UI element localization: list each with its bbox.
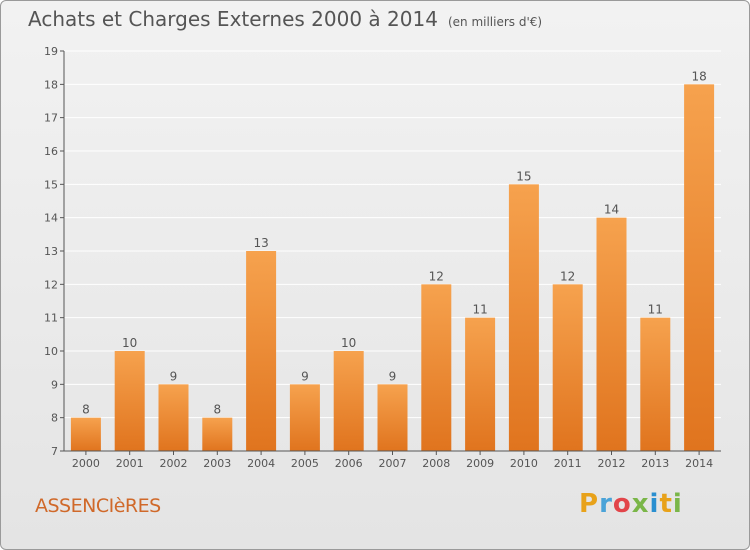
y-tick-label: 13 bbox=[44, 245, 58, 258]
data-label: 8 bbox=[82, 403, 90, 417]
x-tick-label: 2008 bbox=[422, 457, 450, 470]
title-text: Achats et Charges Externes 2000 à 2014 bbox=[28, 7, 438, 31]
y-tick-label: 16 bbox=[44, 145, 58, 158]
data-label: 12 bbox=[560, 269, 575, 283]
data-label: 9 bbox=[170, 369, 178, 383]
y-tick-label: 10 bbox=[44, 345, 58, 358]
y-tick-label: 18 bbox=[44, 78, 58, 91]
bar bbox=[508, 184, 539, 452]
proxiti-logo: Proxiti bbox=[579, 489, 683, 519]
bar bbox=[640, 317, 671, 451]
data-label: 12 bbox=[429, 269, 444, 283]
x-tick-label: 2011 bbox=[554, 457, 582, 470]
logo-letter: r bbox=[599, 489, 613, 519]
y-tick-label: 8 bbox=[51, 412, 58, 425]
logo-letter: P bbox=[579, 489, 600, 519]
logo-letter: i bbox=[672, 489, 683, 519]
x-tick-label: 2014 bbox=[685, 457, 713, 470]
axis-layer: 7 8 9 10 11 12 13 14 15 16 17 18 19 2000 2001 2002 2003 2… bbox=[44, 45, 721, 470]
y-tick-label: 12 bbox=[44, 278, 58, 291]
x-tick-label: 2012 bbox=[598, 457, 626, 470]
data-label: 18 bbox=[691, 69, 706, 83]
logo-letter: t bbox=[659, 489, 673, 519]
y-tick-label: 15 bbox=[44, 178, 58, 191]
bar bbox=[465, 317, 496, 451]
bar bbox=[333, 351, 364, 451]
bar bbox=[158, 384, 189, 451]
bar bbox=[377, 384, 408, 451]
logo-letter: x bbox=[631, 489, 650, 519]
bar bbox=[289, 384, 320, 451]
unit-label: (en milliers d'€) bbox=[447, 15, 543, 29]
x-tick-label: 2006 bbox=[335, 457, 363, 470]
bar bbox=[552, 284, 583, 451]
commune-name: ASSENCIèRES bbox=[35, 495, 161, 517]
y-tick-label: 11 bbox=[44, 312, 58, 325]
y-tick-label: 19 bbox=[44, 45, 58, 58]
x-tick-label: 2003 bbox=[203, 457, 231, 470]
y-tick-label: 14 bbox=[44, 212, 58, 225]
x-tick-label: 2001 bbox=[116, 457, 144, 470]
data-label: 10 bbox=[341, 336, 356, 350]
bar bbox=[246, 251, 277, 451]
data-label: 9 bbox=[389, 369, 397, 383]
y-tick-label: 7 bbox=[51, 445, 58, 458]
data-label: 15 bbox=[516, 169, 531, 183]
x-tick-label: 2000 bbox=[72, 457, 100, 470]
y-tick-label: 17 bbox=[44, 112, 58, 125]
bar-layer: 8 10 9 8 13 9 10 9 12 11 15 12 14 11 18 bbox=[70, 69, 715, 452]
y-tick-label: 9 bbox=[51, 378, 58, 391]
bar bbox=[70, 417, 101, 451]
logo-letter: i bbox=[649, 489, 660, 519]
data-label: 10 bbox=[122, 336, 137, 350]
x-tick-label: 2004 bbox=[247, 457, 275, 470]
data-label: 14 bbox=[604, 203, 619, 217]
data-label: 9 bbox=[301, 369, 309, 383]
bar bbox=[596, 217, 627, 451]
bar bbox=[114, 351, 145, 451]
data-label: 11 bbox=[648, 303, 663, 317]
x-tick-label: 2002 bbox=[160, 457, 188, 470]
x-tick-label: 2009 bbox=[466, 457, 494, 470]
x-tick-label: 2005 bbox=[291, 457, 319, 470]
data-label: 11 bbox=[472, 303, 487, 317]
data-label: 13 bbox=[253, 236, 268, 250]
x-tick-label: 2007 bbox=[379, 457, 407, 470]
x-tick-label: 2013 bbox=[641, 457, 669, 470]
logo-letter: o bbox=[612, 489, 632, 519]
bar bbox=[421, 284, 452, 451]
data-label: 8 bbox=[213, 403, 221, 417]
bar bbox=[202, 417, 233, 451]
x-tick-label: 2010 bbox=[510, 457, 538, 470]
bar bbox=[684, 84, 715, 451]
chart-title: Achats et Charges Externes 2000 à 2014 (e… bbox=[28, 7, 542, 31]
